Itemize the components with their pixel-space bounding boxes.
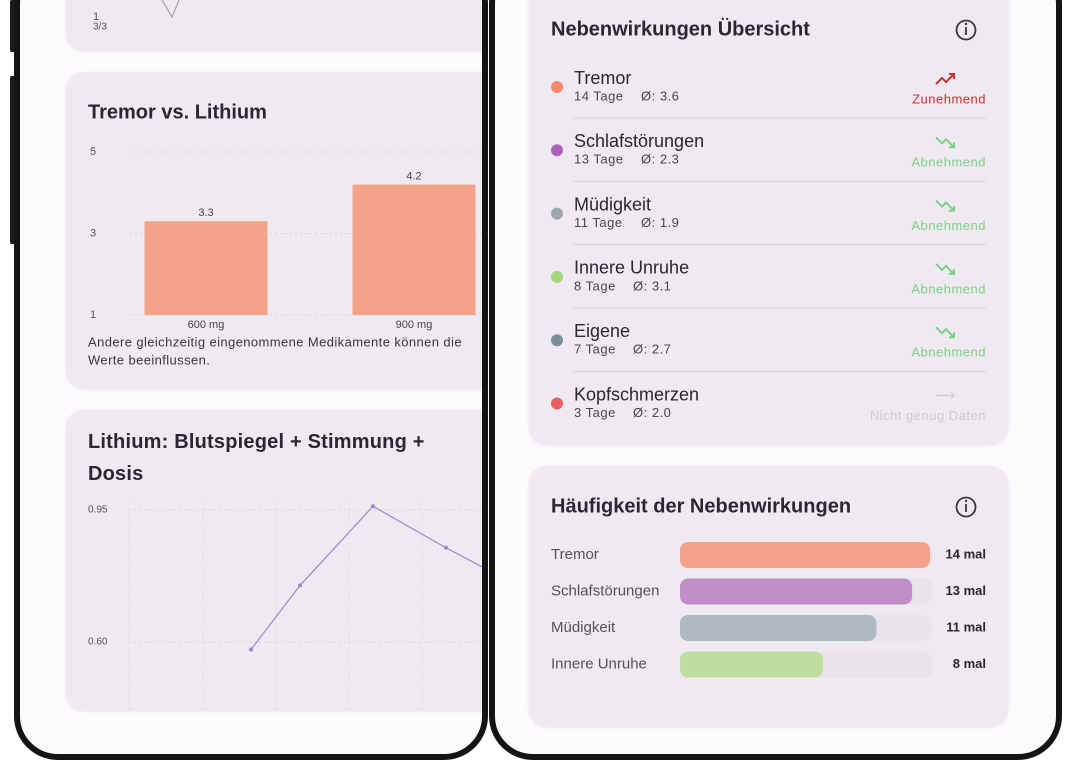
point [444,545,448,550]
y-tick-label: 5 [90,146,96,158]
lithium-chart: 0.95 0.60 [88,502,482,710]
tremor-card: Tremor vs. Lithium 1 3 5 3.3 600 mg 4.2 900 mg… [66,72,482,388]
item-name: Innere Unruhe [574,258,689,278]
status-dot [551,270,563,283]
trend-label: Abnehmend [911,155,986,170]
status-dot [551,144,563,157]
category-label: Innere Unruhe [551,655,647,672]
trend-icon [935,73,955,85]
category-label: Schlafstörungen [551,582,659,599]
value-label: 13 mal [946,583,986,598]
item-days: 14 Tage [574,88,624,103]
info-icon[interactable] [955,496,977,518]
item-average: Ø: 3.1 [633,278,671,293]
y-tick-label: 3 [90,227,96,239]
card-title: Lithium: Blutspiegel + Stimmung + Dosis [88,431,425,485]
trend-label: Zunehmend [912,91,986,106]
trend-icon-head [949,142,955,149]
status-dot [551,397,563,410]
item-average: Ø: 2.7 [633,342,671,357]
item-average: Ø: 2.0 [633,405,671,420]
item-days: 3 Tage [574,405,616,420]
bar [352,184,476,315]
point [371,504,375,509]
item-days: 7 Tage [574,342,616,357]
trend-icon [935,199,955,212]
lithium-card: 0.95 0.60 Lithium: Blutspiegel + Stimmung… [66,410,482,710]
item-name: Eigene [574,321,630,341]
status-dot [551,81,563,93]
card-title: Tremor vs. Lithium [88,101,267,123]
right-phone: Nebenwirkungen Übersicht Tremor 14 Tage Ø:… [489,0,1062,760]
page-label: 3/3 [93,22,107,33]
value-label: 11 mal [946,619,986,634]
item-average: Ø: 1.9 [641,215,679,230]
status-dot [551,207,563,220]
page: 1 3/3 Tremor vs. Lithium 1 3 5 3.3 600 mg 4.2… [10,0,1062,760]
trend-icon-head [949,332,955,339]
partial-chart: 1 3/3 [93,0,180,33]
item-days: 8 Tage [574,278,616,293]
item-name: Tremor [574,68,631,88]
item-average: Ø: 2.3 [641,152,679,167]
trend-icon-head [950,392,955,399]
trend-label: Abnehmend [911,218,986,233]
x-tick-label: 600 mg [188,319,225,331]
value-label: 8 mal [953,656,986,671]
trend-icon [935,326,955,338]
bar [680,542,930,568]
card-title: Nebenwirkungen Übersicht [551,17,810,40]
item-days: 11 Tage [574,215,623,230]
item-name: Schlafstörungen [574,131,704,151]
status-dot [551,334,563,347]
y-tick-label: 0.95 [88,505,108,516]
point [298,583,302,588]
side-button [10,76,16,244]
bar [680,651,823,678]
trend-icon [935,136,955,149]
note: Andere gleichzeitig eingenommene Medikam… [88,334,462,349]
item-name: Müdigkeit [574,194,651,214]
bar [680,615,877,641]
value-label: 14 mal [946,546,986,561]
category-label: Tremor [551,546,599,563]
trend-icon-head [949,205,955,212]
bar [144,221,268,315]
line [250,505,482,650]
trend-icon [935,263,955,275]
side-button [10,0,16,52]
y-tick-label: 1 [90,309,96,321]
right-screen: Nebenwirkungen Übersicht Tremor 14 Tage Ø:… [495,0,1056,726]
trend-icon-head [949,268,955,275]
tick-label: 1 [93,11,99,23]
left-phone: 1 3/3 Tremor vs. Lithium 1 3 5 3.3 600 mg 4.2… [14,0,488,760]
note: Werte beeinflussen. [88,352,210,367]
point [249,647,253,652]
frequency-card: Häufigkeit der Nebenwirkungen Tremor 14 m… [529,466,1008,726]
left-screen: 1 3/3 Tremor vs. Lithium 1 3 5 3.3 600 mg 4.2… [20,0,482,710]
trend-icon-head [949,73,955,79]
tremor-chart: Tremor vs. Lithium 1 3 5 3.3 600 mg 4.2 900 mg… [88,101,482,367]
item-days: 13 Tage [574,152,624,167]
partial-line [161,0,180,19]
item-average: Ø: 3.6 [641,88,679,103]
trend-label: Nicht genug Daten [870,408,986,423]
frequency-chart: Häufigkeit der Nebenwirkungen Tremor 14 m… [551,495,986,678]
card-title: Häufigkeit der Nebenwirkungen [551,495,851,517]
category-label: Müdigkeit [551,619,616,636]
partial-card: 1 3/3 [66,0,482,50]
info-icon[interactable] [955,19,977,41]
y-tick-label: 0.60 [88,637,108,648]
value-label: 4.2 [406,171,421,183]
overview-card: Nebenwirkungen Übersicht Tremor 14 Tage Ø:… [529,0,1008,444]
trend-label: Abnehmend [911,345,986,360]
bar [680,578,913,605]
trend-label: Abnehmend [911,281,986,296]
x-tick-label: 900 mg [396,319,433,331]
item-name: Kopfschmerzen [574,384,699,404]
value-label: 3.3 [198,207,213,219]
